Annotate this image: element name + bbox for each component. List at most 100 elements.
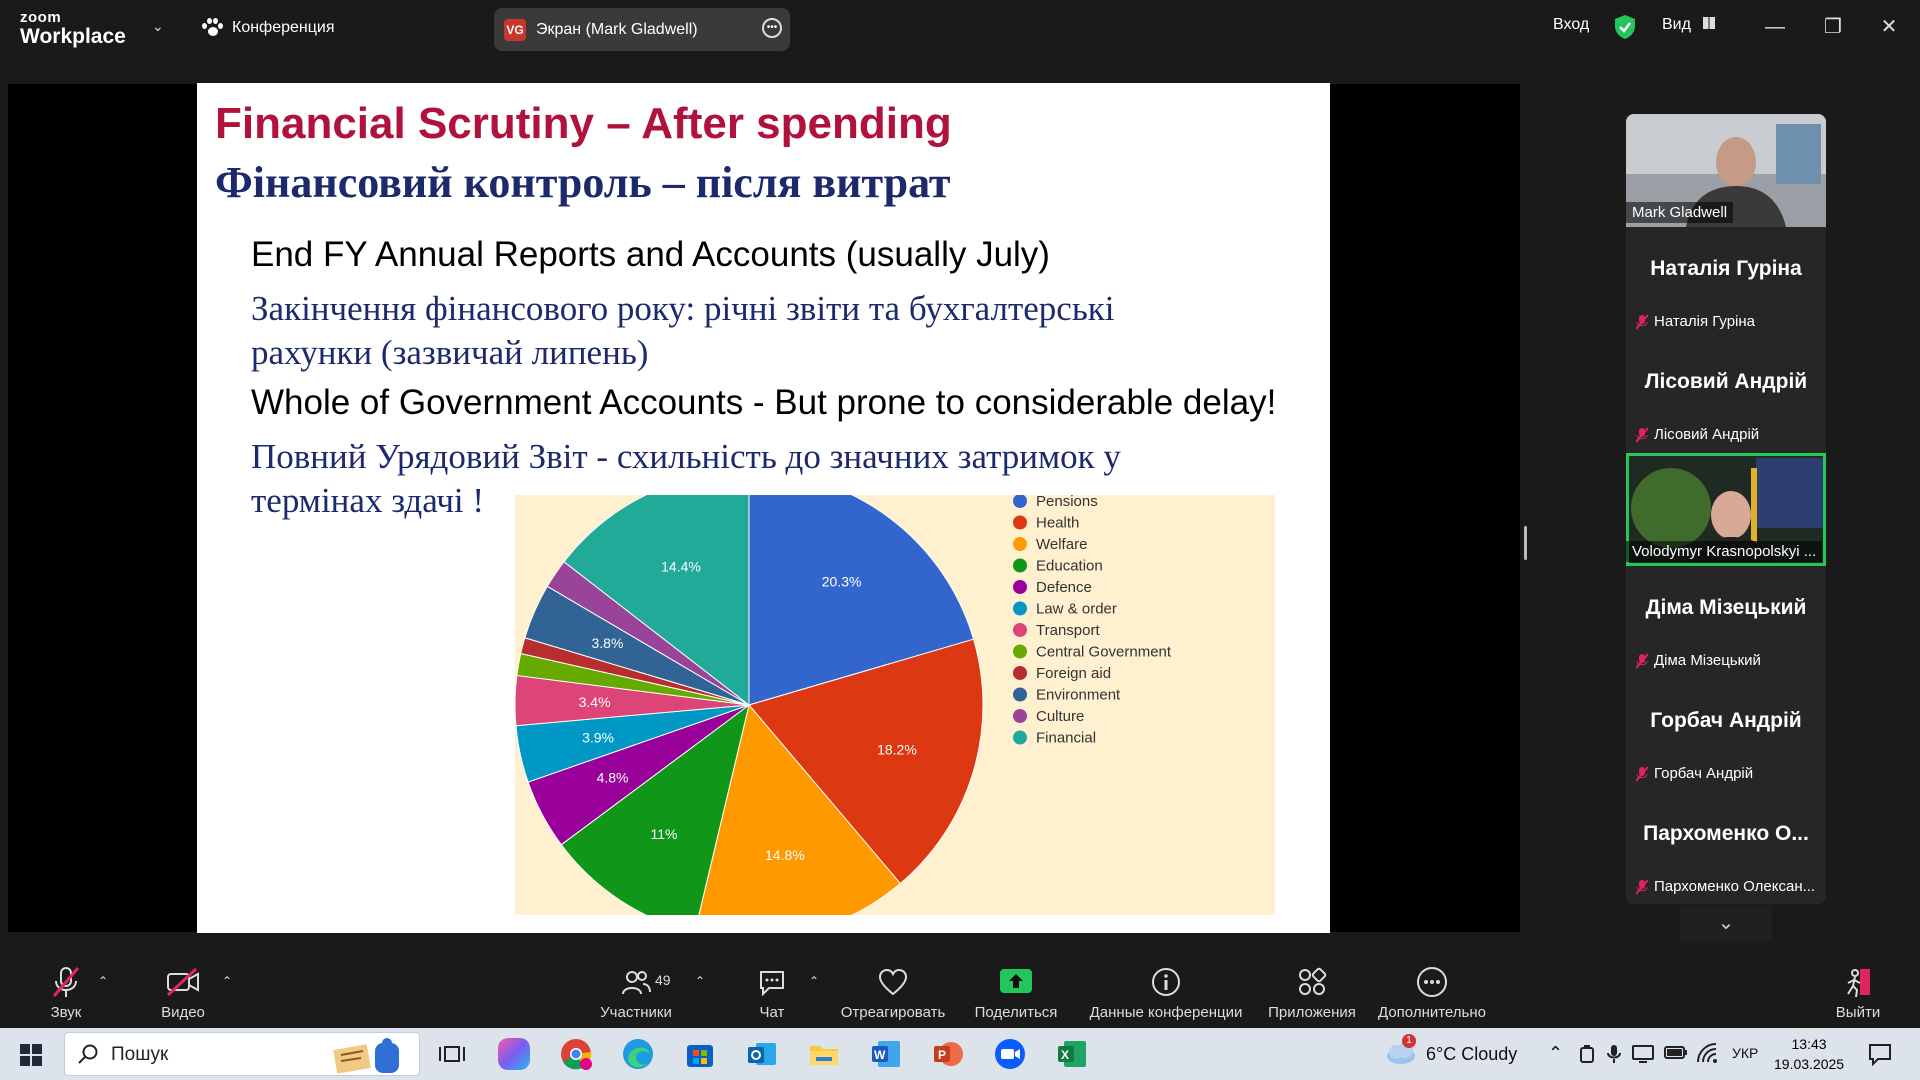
more-button[interactable]: Дополнительно xyxy=(1376,966,1488,1021)
signin-button[interactable]: Вход xyxy=(1553,16,1590,33)
restore-icon[interactable]: ❐ xyxy=(1824,16,1842,38)
pie-data-label: 14.4% xyxy=(661,558,701,574)
participant-display-name: Горбач Андрій xyxy=(1650,709,1802,732)
participant-display-name: Пархоменко О... xyxy=(1643,822,1809,845)
zoom-app-icon[interactable] xyxy=(994,1038,1026,1070)
slide-line-3: Whole of Government Accounts - But prone… xyxy=(251,383,1277,422)
chat-button[interactable]: Чат xyxy=(752,966,792,1021)
video-button[interactable]: Видео xyxy=(158,966,208,1021)
more-icon xyxy=(1417,967,1447,997)
participant-tile[interactable]: Лісовий Андрій Лісовий Андрій xyxy=(1626,340,1826,453)
view-button[interactable]: Вид xyxy=(1662,16,1716,34)
slide-line-2b: рахунки (зазвичай липень) xyxy=(251,333,649,372)
participant-name: Лісовий Андрій xyxy=(1654,426,1760,443)
participant-display-name: Лісовий Андрій xyxy=(1644,370,1808,393)
share-screen-icon xyxy=(1000,969,1032,993)
legend-label: Education xyxy=(1036,558,1103,575)
battery-saver-icon[interactable] xyxy=(1578,1044,1596,1064)
legend-label: Defence xyxy=(1036,579,1092,596)
participant-tile[interactable]: Mark Gladwell xyxy=(1626,114,1826,227)
chat-icon xyxy=(760,971,784,996)
participants-button[interactable]: Участники xyxy=(596,966,676,1021)
powerpoint-icon[interactable]: P xyxy=(932,1038,964,1070)
video-off-icon xyxy=(166,968,199,996)
legend-swatch xyxy=(1013,687,1027,702)
legend-swatch xyxy=(1013,537,1027,551)
minimize-icon[interactable]: — xyxy=(1765,16,1785,38)
panel-resize-handle[interactable] xyxy=(1524,526,1527,560)
notifications-icon[interactable] xyxy=(1868,1042,1892,1066)
pie-slice xyxy=(748,638,984,885)
audio-options-caret-icon[interactable]: ⌃ xyxy=(98,974,109,988)
slide-title-en: Financial Scrutiny – After spending xyxy=(215,99,952,148)
taskbar-clock[interactable]: 13:43 19.03.2025 xyxy=(1774,1034,1844,1074)
chrome-icon[interactable] xyxy=(560,1038,592,1070)
file-explorer-icon[interactable] xyxy=(808,1038,840,1070)
mic-muted-icon xyxy=(1635,313,1649,330)
word-icon[interactable]: W xyxy=(870,1038,902,1070)
legend-swatch xyxy=(1013,730,1027,745)
leave-button[interactable]: Выйти xyxy=(1834,966,1882,1021)
zoom-logo: zoom Workplace xyxy=(20,9,126,48)
slide-line-1: End FY Annual Reports and Accounts (usua… xyxy=(251,235,1050,274)
participant-tile-active[interactable]: Volodymyr Krasnopolskyi ... xyxy=(1626,453,1826,566)
participant-display-name: Наталія Гуріна xyxy=(1650,257,1802,280)
conference-menu[interactable]: Конференция xyxy=(202,18,335,38)
windows-start-icon[interactable] xyxy=(20,1044,42,1066)
meeting-info-button[interactable]: Данные конференции xyxy=(1086,966,1246,1021)
legend-swatch xyxy=(1013,601,1027,616)
slide-title-uk: Фінансовий контроль – після витрат xyxy=(215,158,951,207)
participant-tile[interactable]: Діма Мізецький Діма Мізецький xyxy=(1626,566,1826,679)
task-view-icon[interactable] xyxy=(436,1038,468,1070)
leave-icon xyxy=(1847,969,1870,998)
security-shield-icon[interactable] xyxy=(1614,14,1636,40)
windows-taskbar: Пошук W P X 1 6°C Cloudy ⌃ xyxy=(0,1028,1920,1080)
react-button[interactable]: Отреагировать xyxy=(838,966,948,1021)
store-icon[interactable] xyxy=(684,1038,716,1070)
participant-name: Пархоменко Олексан... xyxy=(1654,878,1816,895)
close-icon[interactable]: ✕ xyxy=(1880,16,1898,38)
pie-data-label: 3.8% xyxy=(592,635,624,651)
copilot-icon[interactable] xyxy=(498,1038,530,1070)
edge-icon[interactable] xyxy=(622,1038,654,1070)
audio-button[interactable]: Звук xyxy=(44,966,88,1021)
input-language[interactable]: УКР xyxy=(1732,1045,1759,1061)
participant-tile[interactable]: Наталія Гуріна Наталія Гуріна xyxy=(1626,227,1826,340)
participants-count: 49 xyxy=(655,972,671,988)
pie-data-label: 20.3% xyxy=(822,573,862,589)
taskbar-search[interactable]: Пошук xyxy=(64,1032,420,1076)
screen-share-indicator[interactable]: VG Экран (Mark Gladwell) ••• xyxy=(494,8,790,51)
legend-label: Environment xyxy=(1036,687,1121,704)
video-options-caret-icon[interactable]: ⌃ xyxy=(222,974,233,988)
participant-name: Volodymyr Krasnopolskyi ... xyxy=(1632,543,1817,560)
legend-label: Law & order xyxy=(1036,601,1117,618)
pie-chart: 20.3% 18.2% 14.8% 11% 4.8% 3.9% 3.4% 3.8% 14.4% P… xyxy=(514,470,1275,933)
apps-button[interactable]: Приложения xyxy=(1264,966,1360,1021)
participant-tile[interactable]: Пархоменко О... Пархоменко Олексан... xyxy=(1626,792,1826,904)
legend-label: Culture xyxy=(1036,708,1084,725)
more-options-icon[interactable]: ••• xyxy=(762,18,782,38)
pie-data-label: 11% xyxy=(651,826,678,842)
battery-icon[interactable] xyxy=(1664,1045,1688,1061)
excel-icon[interactable]: X xyxy=(1056,1038,1088,1070)
heart-icon xyxy=(878,968,908,996)
microphone-icon[interactable] xyxy=(1606,1044,1622,1064)
legend-label: Pensions xyxy=(1036,495,1098,510)
participant-tile[interactable]: Горбач Андрій Горбач Андрій xyxy=(1626,679,1826,792)
display-icon[interactable] xyxy=(1632,1044,1654,1064)
outlook-icon[interactable] xyxy=(746,1038,778,1070)
chevron-down-icon[interactable]: ⌄ xyxy=(152,18,164,34)
legend-swatch xyxy=(1013,515,1027,530)
wifi-icon[interactable] xyxy=(1696,1042,1718,1064)
chat-options-caret-icon[interactable]: ⌃ xyxy=(809,974,820,988)
paw-icon xyxy=(202,18,223,38)
participants-icon xyxy=(622,971,651,995)
gallery-scroll-down-icon[interactable]: ⌄ xyxy=(1680,905,1772,941)
tray-overflow-icon[interactable]: ⌃ xyxy=(1548,1043,1564,1063)
clock-date: 19.03.2025 xyxy=(1774,1056,1845,1072)
participants-options-caret-icon[interactable]: ⌃ xyxy=(695,974,706,988)
legend-swatch xyxy=(1013,709,1027,723)
share-label: Экран (Mark Gladwell) xyxy=(536,20,698,38)
share-screen-button[interactable]: Поделиться xyxy=(974,966,1058,1021)
svg-text:P: P xyxy=(938,1048,946,1062)
